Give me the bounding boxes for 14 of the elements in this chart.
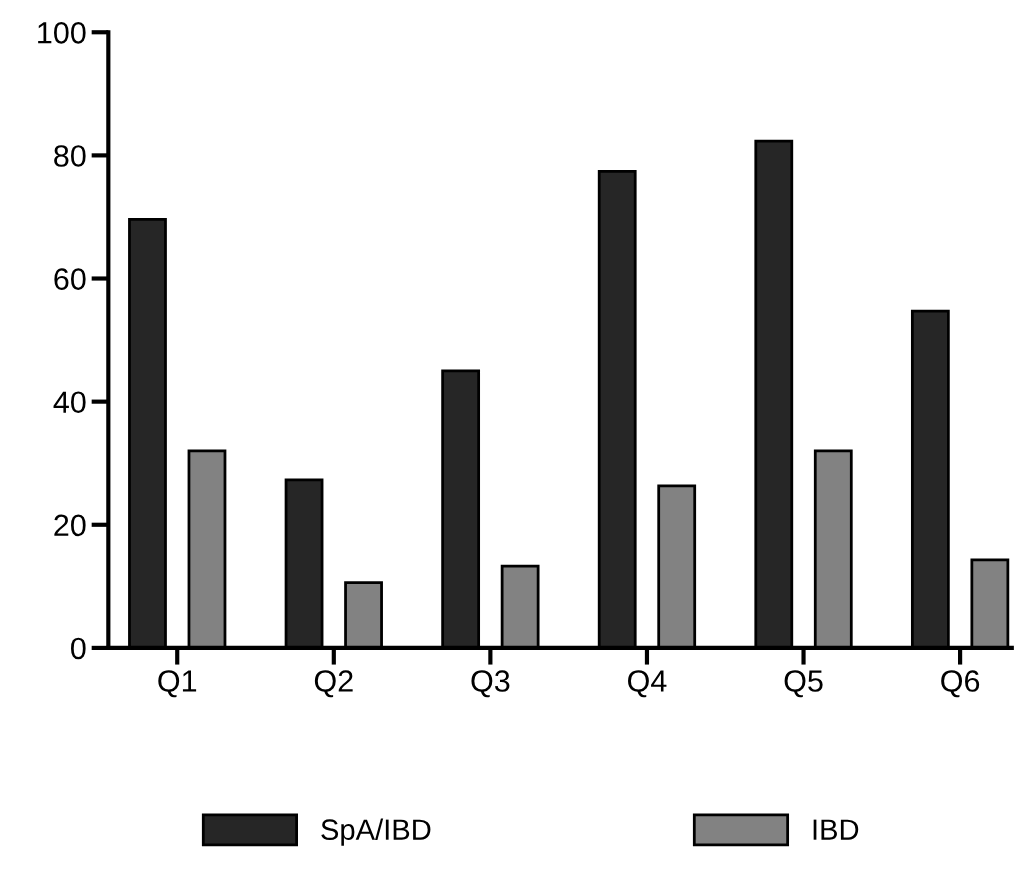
y-tick-label: 80 xyxy=(54,145,86,167)
x-tick-label: Q1 xyxy=(158,670,197,698)
x-tick-label: Q6 xyxy=(941,670,980,698)
y-tick-label: 60 xyxy=(54,268,86,290)
x-tick-label: Q5 xyxy=(784,670,823,698)
legend-label: IBD xyxy=(813,819,859,840)
x-tick-label: Q3 xyxy=(471,670,510,698)
y-tick-label: 40 xyxy=(53,391,86,414)
x-tick-label: Q2 xyxy=(314,670,353,698)
y-tick-label: 0 xyxy=(71,637,86,660)
y-tick-label: 100 xyxy=(38,22,86,44)
x-tick-label: Q4 xyxy=(628,670,667,698)
y-tick-label: 20 xyxy=(54,514,86,537)
legend-label: SpA/IBD xyxy=(321,818,431,846)
